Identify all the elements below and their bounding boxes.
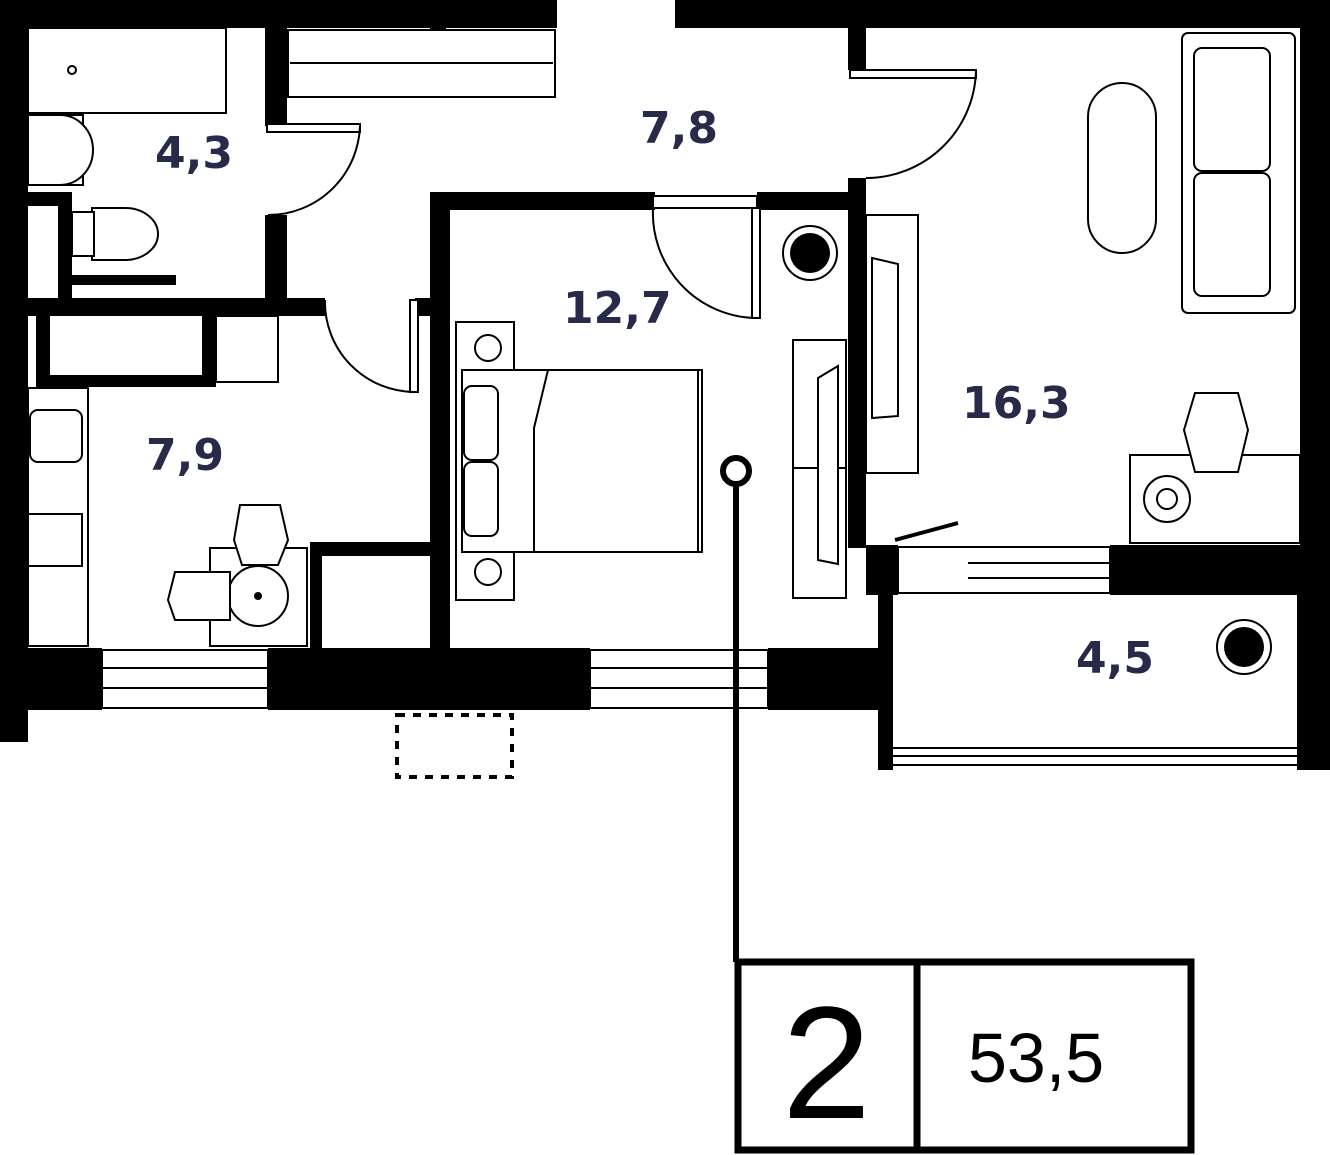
room-count: 2 (782, 973, 871, 1152)
area-kitchen: 7,9 (146, 430, 224, 481)
total-area: 53,5 (968, 1019, 1104, 1097)
windows (101, 546, 1297, 779)
area-bathroom: 4,3 (155, 128, 233, 179)
summary-box: 2 53,5 (734, 958, 1195, 1154)
doors (266, 69, 977, 393)
area-hallway: 7,8 (640, 103, 718, 154)
entrance-pointer (720, 455, 752, 962)
area-living-room: 16,3 (962, 378, 1071, 429)
room-area-labels: 4,3 7,8 12,7 16,3 7,9 4,5 (146, 103, 1154, 684)
walls (0, 0, 1330, 770)
area-bedroom: 12,7 (563, 283, 672, 334)
area-balcony: 4,5 (1076, 633, 1154, 684)
furniture (27, 27, 1301, 675)
